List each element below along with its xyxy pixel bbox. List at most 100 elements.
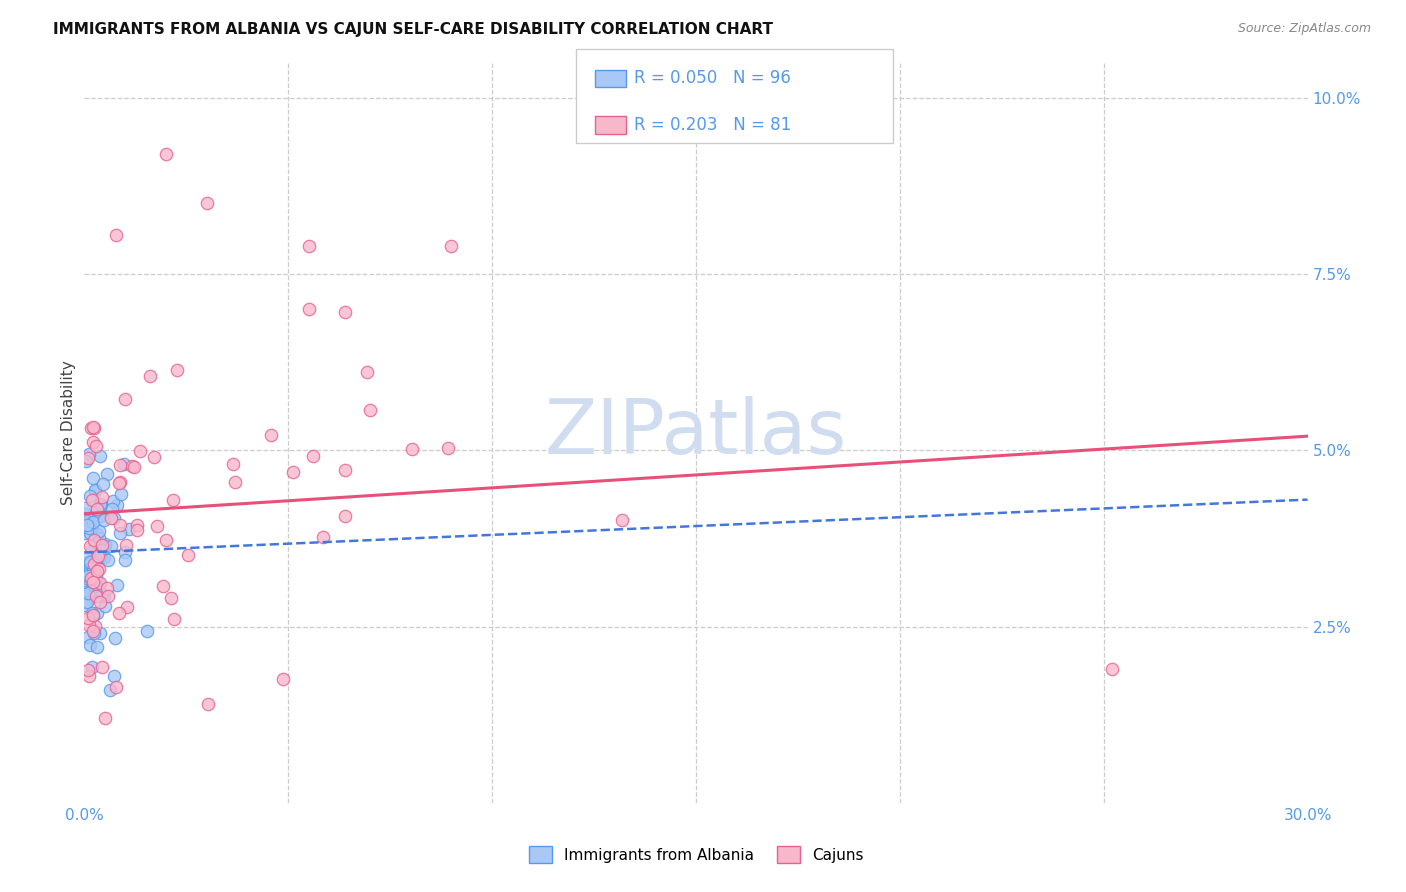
Point — [112, 457, 135, 471]
Point — [93, 539, 115, 553]
Point — [333, 305, 356, 319]
Point — [100, 511, 122, 525]
Point — [83, 562, 105, 576]
Point — [437, 442, 460, 456]
Point — [117, 600, 139, 615]
Point — [76, 571, 98, 585]
Point — [76, 517, 98, 532]
Point — [260, 428, 283, 442]
Point — [1101, 662, 1123, 676]
Point — [105, 577, 128, 591]
Point — [195, 196, 218, 211]
Point — [76, 516, 98, 530]
Point — [83, 619, 105, 633]
Point — [86, 606, 108, 620]
Point — [98, 683, 121, 698]
Point — [77, 574, 100, 588]
Point — [76, 595, 98, 609]
Point — [105, 681, 128, 695]
Point — [160, 591, 183, 606]
Point — [82, 470, 104, 484]
Text: Source: ZipAtlas.com: Source: ZipAtlas.com — [1237, 22, 1371, 36]
Point — [80, 542, 103, 557]
Point — [93, 549, 115, 564]
Point — [101, 493, 124, 508]
Point — [91, 477, 114, 491]
Point — [86, 564, 108, 578]
Point — [312, 530, 335, 544]
Point — [73, 599, 96, 613]
Point — [79, 555, 101, 569]
Point — [79, 638, 101, 652]
Point — [80, 520, 103, 534]
Point — [82, 607, 104, 622]
Point — [100, 539, 122, 553]
Point — [301, 449, 323, 463]
Point — [80, 607, 103, 621]
Point — [86, 502, 108, 516]
Point — [89, 576, 111, 591]
Point — [82, 578, 104, 592]
Point — [90, 490, 112, 504]
Point — [333, 508, 356, 523]
Point — [114, 545, 136, 559]
Point — [75, 549, 97, 564]
Point — [76, 569, 98, 583]
Point — [76, 514, 98, 528]
Point — [142, 450, 165, 464]
Point — [108, 526, 131, 541]
Point — [103, 631, 125, 645]
Point — [82, 568, 104, 582]
Point — [82, 435, 104, 450]
Point — [80, 571, 103, 585]
Point — [82, 561, 104, 575]
Point — [82, 515, 104, 529]
Point — [80, 660, 103, 674]
Point — [89, 497, 111, 511]
Point — [82, 624, 104, 638]
Point — [79, 489, 101, 503]
Point — [91, 660, 114, 674]
Point — [110, 487, 132, 501]
Point — [77, 521, 100, 535]
Point — [77, 555, 100, 569]
Point — [128, 443, 150, 458]
Point — [83, 625, 105, 640]
Point — [90, 508, 112, 522]
Point — [79, 562, 101, 576]
Point — [610, 513, 633, 527]
Point — [77, 447, 100, 461]
Point — [136, 624, 159, 638]
Point — [271, 673, 294, 687]
Point — [77, 566, 100, 581]
Point — [89, 531, 111, 545]
Point — [84, 589, 107, 603]
Point — [83, 483, 105, 498]
Point — [82, 609, 104, 624]
Point — [89, 541, 111, 555]
Point — [77, 669, 100, 683]
Point — [115, 538, 138, 552]
Point — [83, 533, 105, 547]
Point — [73, 573, 96, 587]
Point — [89, 625, 111, 640]
Point — [105, 498, 128, 512]
Point — [93, 537, 115, 551]
Point — [197, 697, 219, 711]
Point — [97, 589, 120, 603]
Point — [103, 511, 125, 525]
Point — [87, 524, 110, 538]
Point — [77, 586, 100, 600]
Point — [84, 569, 107, 583]
Point — [121, 458, 143, 473]
Point — [76, 586, 98, 600]
Point — [298, 239, 321, 253]
Point — [73, 500, 96, 515]
Point — [356, 365, 378, 379]
Point — [75, 558, 97, 573]
Point — [83, 484, 105, 499]
Point — [86, 527, 108, 541]
Point — [96, 581, 118, 595]
Point — [162, 492, 184, 507]
Point — [77, 610, 100, 624]
